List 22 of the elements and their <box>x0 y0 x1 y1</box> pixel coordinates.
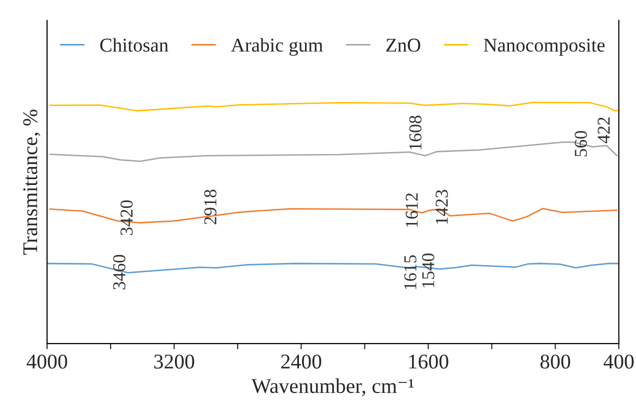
annotation: 1423 <box>436 190 448 224</box>
x-tick-label: 2400 <box>281 354 322 369</box>
y-axis-title: Transmittance, % <box>23 110 40 255</box>
annotation: 3460 <box>113 254 126 290</box>
legend-label: Arabic gum <box>231 38 323 56</box>
annotation: 1608 <box>409 116 422 150</box>
legend-label: Nanocomposite <box>484 38 605 56</box>
x-tick-label: 3200 <box>154 354 194 369</box>
legend-label: ZnO <box>386 38 420 52</box>
x-axis-title: Wavenumber, cm⁻¹ <box>252 378 414 396</box>
x-tick-label: 400 <box>604 354 634 369</box>
x-tick-label: 1600 <box>409 354 448 369</box>
annotation: 3420 <box>120 200 133 235</box>
annotation: 1615 <box>404 255 416 290</box>
annotation: 560 <box>574 130 587 156</box>
annotation: 422 <box>598 117 610 144</box>
legend-label: Chitosan <box>100 38 168 52</box>
annotation: 1612 <box>406 193 418 227</box>
x-tick-label: 4000 <box>26 354 68 369</box>
x-tick-label: 800 <box>540 354 570 369</box>
annotation: 2918 <box>204 190 216 224</box>
annotation: 1540 <box>422 253 434 288</box>
